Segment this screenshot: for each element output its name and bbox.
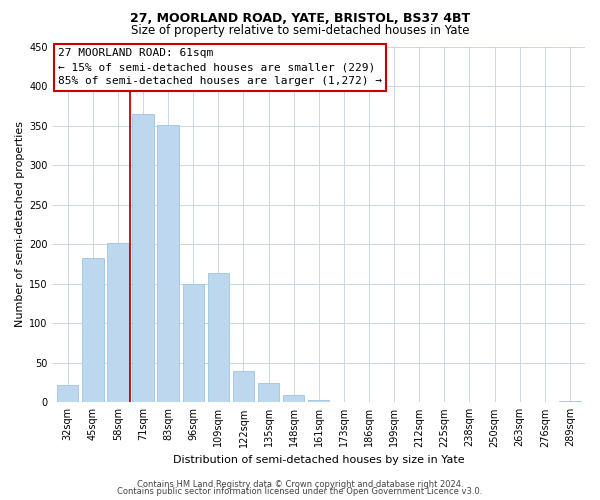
Text: 27, MOORLAND ROAD, YATE, BRISTOL, BS37 4BT: 27, MOORLAND ROAD, YATE, BRISTOL, BS37 4… xyxy=(130,12,470,26)
Bar xyxy=(233,370,254,402)
Bar xyxy=(308,400,329,402)
Bar xyxy=(107,244,128,402)
Bar xyxy=(208,272,229,402)
Bar xyxy=(157,125,179,402)
X-axis label: Distribution of semi-detached houses by size in Yate: Distribution of semi-detached houses by … xyxy=(173,455,464,465)
Bar xyxy=(57,385,79,402)
Bar xyxy=(258,382,279,402)
Bar xyxy=(559,400,581,402)
Bar xyxy=(283,395,304,402)
Bar xyxy=(82,258,104,402)
Bar xyxy=(133,114,154,403)
Text: Size of property relative to semi-detached houses in Yate: Size of property relative to semi-detach… xyxy=(131,24,469,37)
Y-axis label: Number of semi-detached properties: Number of semi-detached properties xyxy=(15,122,25,328)
Bar xyxy=(182,284,204,403)
Text: Contains public sector information licensed under the Open Government Licence v3: Contains public sector information licen… xyxy=(118,487,482,496)
Text: 27 MOORLAND ROAD: 61sqm
← 15% of semi-detached houses are smaller (229)
85% of s: 27 MOORLAND ROAD: 61sqm ← 15% of semi-de… xyxy=(58,48,382,86)
Text: Contains HM Land Registry data © Crown copyright and database right 2024.: Contains HM Land Registry data © Crown c… xyxy=(137,480,463,489)
